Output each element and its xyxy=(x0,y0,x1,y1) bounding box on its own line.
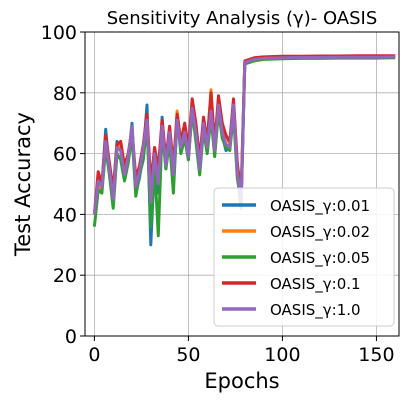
y-tick-label: 80 xyxy=(53,83,77,105)
chart-title: Sensitivity Analysis (γ)- OASIS xyxy=(107,8,378,29)
legend-label-3: OASIS_γ:0.1 xyxy=(270,275,361,294)
x-tick-label: 150 xyxy=(358,344,394,366)
legend: OASIS_γ:0.01 OASIS_γ:0.02 OASIS_γ:0.05 OASI… xyxy=(213,187,395,327)
y-axis-label: Test Accuracy xyxy=(11,112,35,257)
x-axis-label: Epochs xyxy=(204,369,279,393)
series-line-4 xyxy=(92,55,396,215)
y-tick-label: 20 xyxy=(53,265,77,287)
legend-label-0: OASIS_γ:0.01 xyxy=(270,197,370,216)
y-tick-label: 60 xyxy=(53,144,77,166)
axis-ticks: 0 50 100 150 0 20 40 60 80 100 xyxy=(41,22,395,366)
y-tick-label: 100 xyxy=(41,22,77,44)
legend-box xyxy=(213,187,395,327)
series-group xyxy=(92,54,396,247)
x-tick-label: 100 xyxy=(264,344,300,366)
plot-frame xyxy=(84,31,400,337)
legend-label-2: OASIS_γ:0.05 xyxy=(270,249,370,268)
legend-label-1: OASIS_γ:0.02 xyxy=(270,223,370,242)
legend-label-4: OASIS_γ:1.0 xyxy=(270,301,361,320)
x-tick-label: 50 xyxy=(176,344,200,366)
y-tick-label: 40 xyxy=(53,204,77,226)
y-tick-label: 0 xyxy=(65,326,77,348)
x-tick-label: 0 xyxy=(88,344,100,366)
